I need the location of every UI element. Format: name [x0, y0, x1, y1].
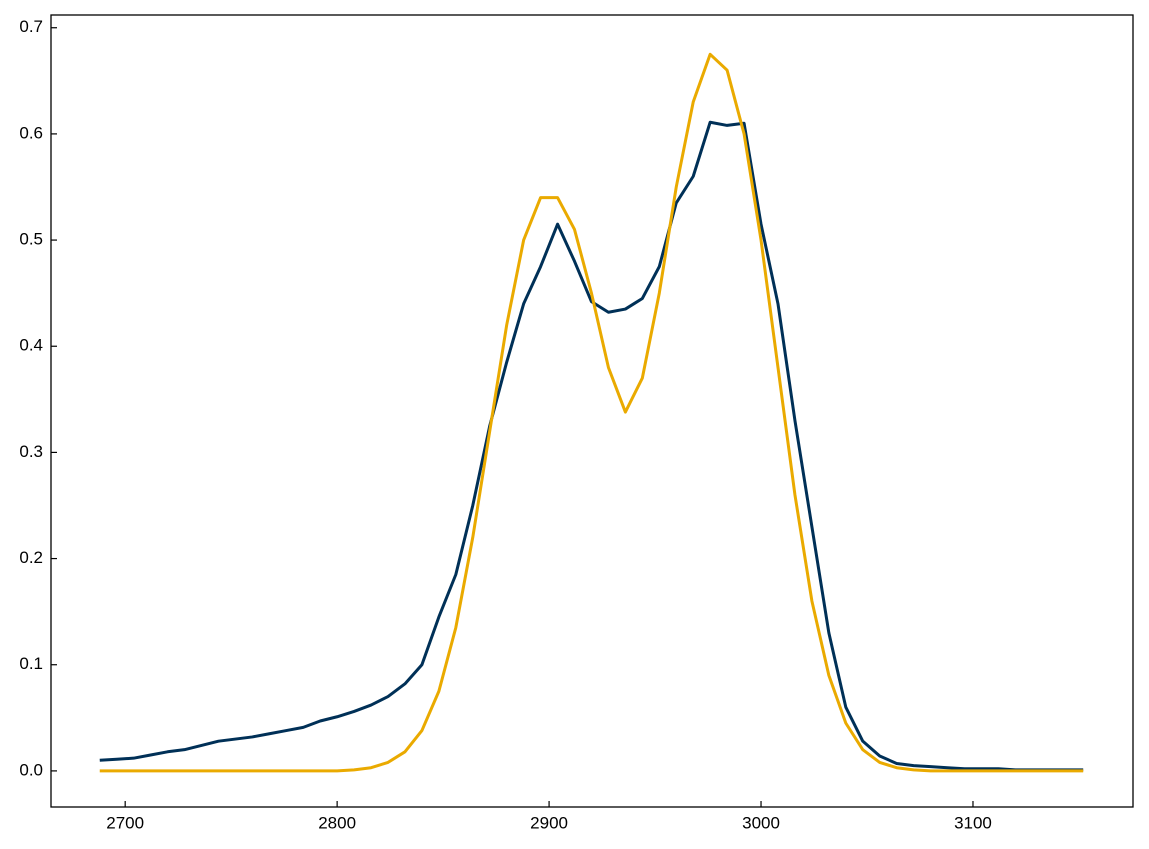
y-tick-label: 0.7 [19, 17, 43, 36]
x-tick-label: 2900 [530, 813, 568, 832]
x-tick-label: 3100 [954, 813, 992, 832]
y-tick-label: 0.3 [19, 442, 43, 461]
y-tick-label: 0.0 [19, 760, 43, 779]
y-tick-label: 0.2 [19, 548, 43, 567]
x-tick-label: 2800 [318, 813, 356, 832]
y-tick-label: 0.6 [19, 123, 43, 142]
y-tick-label: 0.5 [19, 230, 43, 249]
y-tick-label: 0.1 [19, 654, 43, 673]
y-tick-label: 0.4 [19, 336, 43, 355]
x-tick-label: 3000 [742, 813, 780, 832]
plot-frame [50, 14, 1134, 808]
series-line [99, 120, 1084, 772]
x-tick-label: 2700 [106, 813, 144, 832]
series-line [99, 52, 1084, 773]
